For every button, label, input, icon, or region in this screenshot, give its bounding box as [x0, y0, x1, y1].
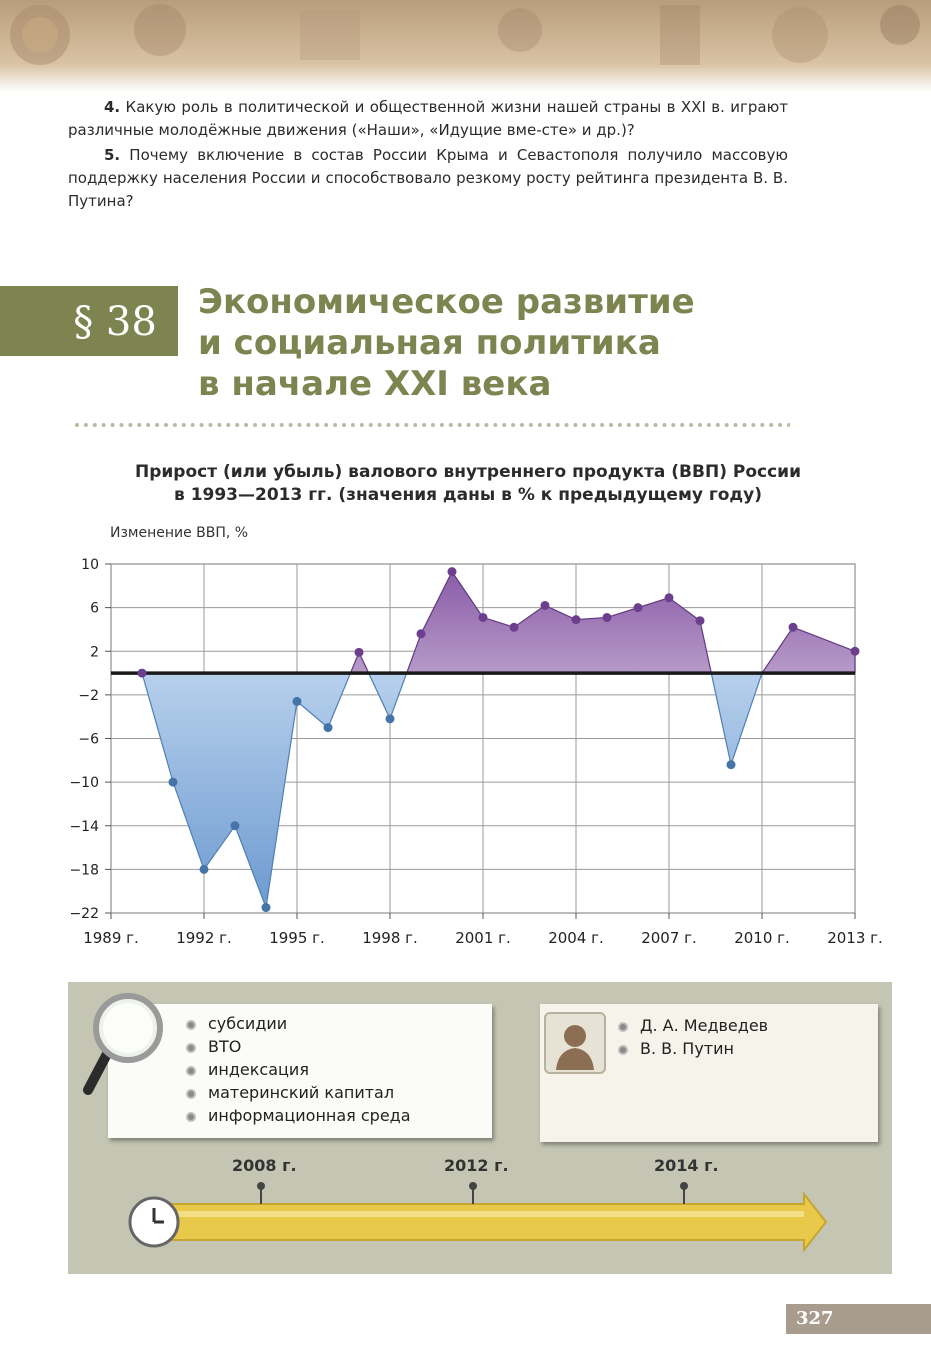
y-tick-label: −14 [69, 819, 99, 835]
person-item: В. В. Путин [618, 1039, 734, 1059]
question-number: 5. [104, 146, 121, 164]
data-point [261, 903, 271, 913]
page-number-bar [786, 1304, 931, 1334]
page-number: 327 [796, 1308, 834, 1329]
question-5: 5. Почему включение в состав России Крым… [68, 144, 788, 213]
timeline-arrow [128, 1182, 828, 1253]
x-tick-label: 2010 г. [734, 929, 790, 947]
dotted-divider [75, 423, 790, 427]
data-point [447, 567, 457, 577]
x-tick-label: 1998 г. [362, 929, 418, 947]
bullet-icon [186, 1065, 196, 1076]
data-point [478, 612, 488, 622]
data-point [571, 615, 581, 625]
key-term: ВТО [186, 1037, 241, 1057]
banner-ornament [10, 4, 920, 65]
person-silhouette-icon [556, 1025, 594, 1070]
data-point [695, 616, 705, 626]
person-name: В. В. Путин [640, 1039, 734, 1058]
y-tick-label: 10 [81, 557, 99, 573]
x-tick-label: 2004 г. [548, 929, 604, 947]
timeline-year: 2012 г. [444, 1156, 509, 1175]
question-text: Какую роль в политической и общественной… [68, 98, 788, 139]
key-term: индексация [186, 1060, 309, 1080]
key-term-label: субсидии [208, 1014, 288, 1033]
key-term-label: индексация [208, 1060, 309, 1079]
key-term-label: материнский капитал [208, 1083, 395, 1102]
y-tick-label: −2 [78, 688, 99, 704]
person-avatar-icon [544, 1012, 606, 1074]
data-point [168, 777, 178, 787]
question-number: 4. [104, 98, 121, 116]
bullet-icon [618, 1044, 628, 1055]
y-tick-label: −6 [78, 732, 99, 748]
timeline-marker [680, 1182, 688, 1204]
data-point [323, 723, 333, 733]
clock-icon [128, 1196, 180, 1248]
chart-title-line: в 1993—2013 гг. (значения даны в % к пре… [174, 485, 762, 505]
bullet-icon [186, 1042, 196, 1053]
question-text: Почему включение в состав России Крыма и… [68, 146, 788, 210]
section-title: Экономическое развитие и социальная поли… [198, 282, 798, 405]
data-point [726, 760, 736, 770]
key-term-label: ВТО [208, 1037, 242, 1056]
question-4: 4. Какую роль в политической и обществен… [68, 96, 788, 142]
data-point [509, 622, 519, 632]
timeline-marker [469, 1182, 477, 1204]
timeline-year: 2008 г. [232, 1156, 297, 1175]
data-point [354, 647, 364, 657]
bullet-icon [186, 1111, 196, 1122]
x-tick-label: 2007 г. [641, 929, 697, 947]
data-point [292, 696, 302, 706]
review-questions: 4. Какую роль в политической и обществен… [68, 96, 788, 215]
y-tick-label: −22 [69, 906, 99, 922]
x-tick-label: 2013 г. [827, 929, 883, 947]
y-axis-label: Изменение ВВП, % [110, 525, 249, 541]
section-title-line: и социальная политика [198, 323, 661, 363]
bullet-icon [186, 1019, 196, 1030]
data-point [633, 603, 643, 613]
x-tick-label: 1992 г. [176, 929, 232, 947]
key-term-label: информационная среда [208, 1106, 411, 1125]
data-point [385, 714, 395, 724]
y-tick-label: 2 [90, 644, 99, 660]
timeline-year: 2014 г. [654, 1156, 719, 1175]
terms-card [108, 1004, 492, 1138]
gdp-chart: 10 6 2 −2 −6 −10 −14 −18 −22 1989 г. 1992 г. 1995 г… [69, 557, 883, 947]
key-term: материнский капитал [186, 1083, 394, 1103]
data-point [230, 821, 240, 831]
y-tick-label: −10 [69, 775, 99, 791]
y-tick-label: 6 [90, 601, 99, 617]
section-title-line: Экономическое развитие [198, 282, 695, 322]
data-point [540, 600, 550, 610]
data-point [602, 612, 612, 622]
x-tick-label: 2001 г. [455, 929, 511, 947]
section-title-line: в начале XXI века [198, 364, 552, 404]
data-point [850, 646, 860, 656]
key-term: субсидии [186, 1014, 287, 1034]
chart-title: Прирост (или убыль) валового внутреннего… [40, 461, 896, 507]
timeline-marker [257, 1182, 265, 1204]
data-point [416, 629, 426, 639]
data-point [788, 622, 798, 632]
bullet-icon [186, 1088, 196, 1099]
section-number: § 38 [58, 290, 172, 354]
x-tick-label: 1995 г. [269, 929, 325, 947]
chart-title-line: Прирост (или убыль) валового внутреннего… [135, 462, 801, 482]
data-point [199, 864, 209, 874]
decorative-banner [0, 0, 931, 92]
bullet-icon [618, 1021, 628, 1032]
data-point [664, 593, 674, 603]
person-item: Д. А. Медведев [618, 1016, 768, 1036]
person-name: Д. А. Медведев [640, 1016, 769, 1035]
key-term: информационная среда [186, 1106, 411, 1126]
y-tick-label: −18 [69, 862, 99, 878]
magnifier-icon [83, 993, 163, 1095]
x-tick-label: 1989 г. [83, 929, 139, 947]
data-point [137, 668, 147, 678]
